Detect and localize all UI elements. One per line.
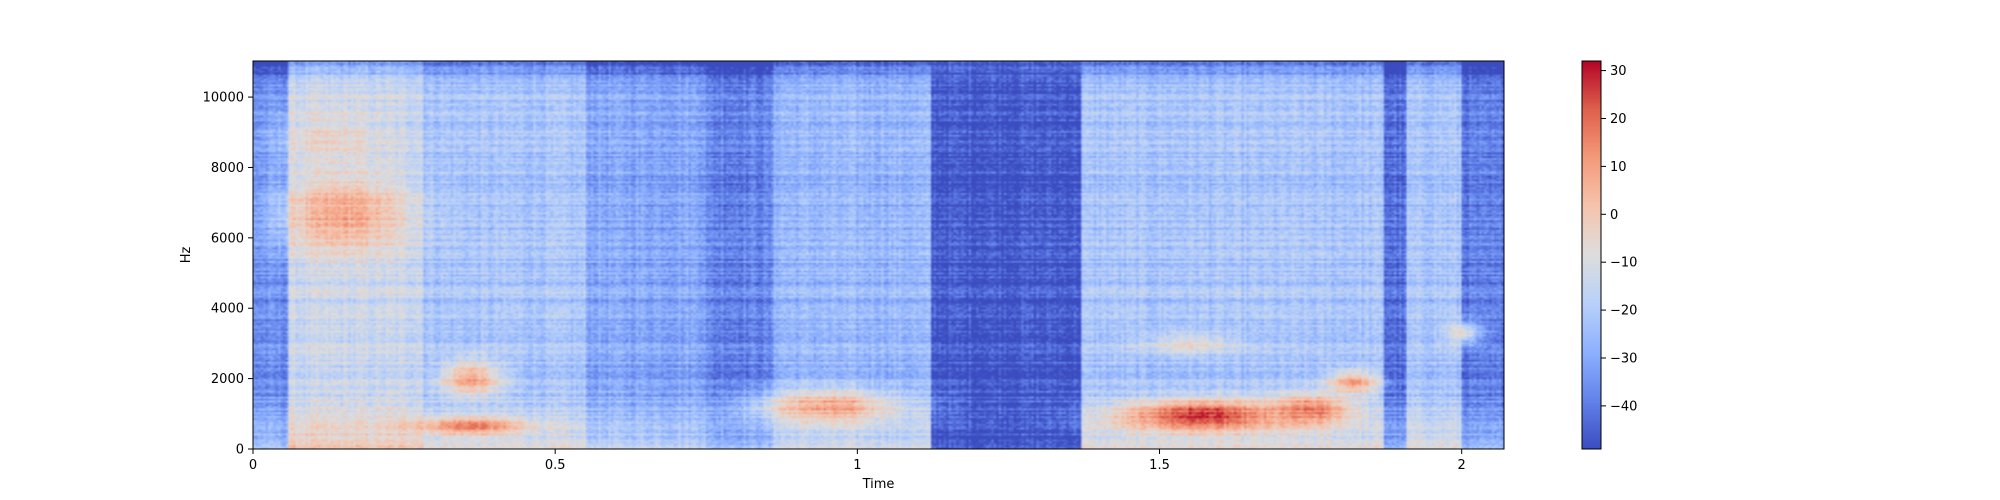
colorbar-tick-label: 10 xyxy=(1610,160,1627,175)
x-tick-label: 1 xyxy=(853,458,861,473)
y-tick-label: 0 xyxy=(236,443,244,458)
colorbar-frame xyxy=(1581,60,1602,450)
colorbar-tick-label: −30 xyxy=(1610,351,1637,366)
colorbar-tick-label: 0 xyxy=(1610,208,1618,223)
y-axis: 0 2000 4000 6000 8000 10000 xyxy=(203,91,253,458)
y-tick-label: 6000 xyxy=(211,231,244,246)
y-tick-label: 10000 xyxy=(203,91,244,106)
x-tick-label: 2 xyxy=(1458,458,1466,473)
x-tick-label: 0 xyxy=(249,458,257,473)
colorbar-tick-label: −20 xyxy=(1610,304,1637,319)
colorbar-ticks: 30 20 10 0 −10 −20 −30 −40 xyxy=(1601,64,1637,414)
colorbar: 30 20 10 0 −10 −20 −30 −40 xyxy=(1581,60,1637,450)
y-axis-label: Hz xyxy=(179,247,194,264)
colorbar-tick-label: −40 xyxy=(1610,399,1637,414)
spectrogram-heatmap xyxy=(253,61,1504,449)
colorbar-tick-label: 20 xyxy=(1610,112,1627,127)
y-tick-label: 4000 xyxy=(211,302,244,317)
x-axis: 0 0.5 1 1.5 2 xyxy=(249,449,1466,473)
colorbar-tick-label: −10 xyxy=(1610,256,1637,271)
x-axis-label: Time xyxy=(862,477,895,492)
plot-area xyxy=(252,60,1505,450)
colorbar-gradient xyxy=(1582,61,1601,449)
plot-frame xyxy=(252,60,1505,450)
x-tick-label: 1.5 xyxy=(1149,458,1170,473)
y-tick-label: 2000 xyxy=(211,372,244,387)
y-tick-label: 8000 xyxy=(211,161,244,176)
x-tick-label: 0.5 xyxy=(545,458,566,473)
colorbar-tick-label: 30 xyxy=(1610,64,1627,79)
